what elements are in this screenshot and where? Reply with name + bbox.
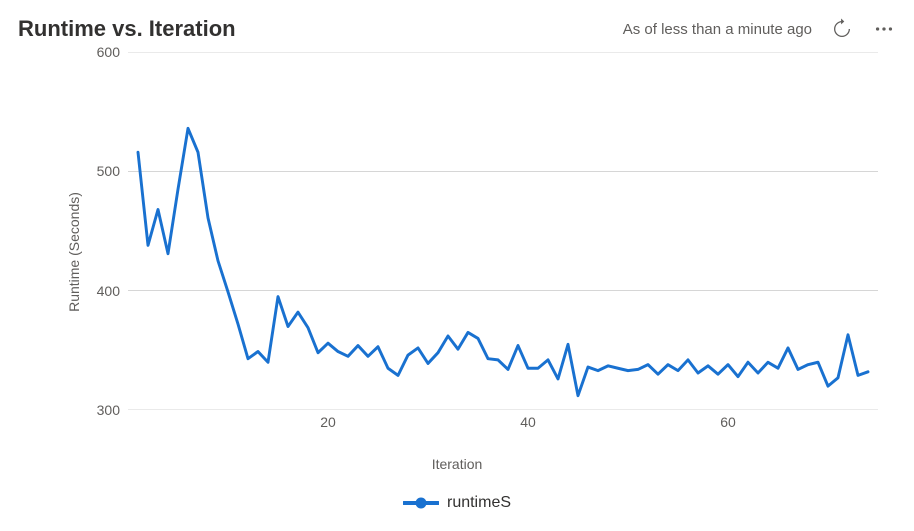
x-tick-labels: 20 40 60 (128, 414, 878, 434)
chart-widget: Runtime vs. Iteration As of less than a … (0, 0, 914, 531)
legend-marker-icon (403, 496, 439, 510)
chart-title: Runtime vs. Iteration (18, 16, 236, 42)
x-tick-label: 60 (720, 414, 736, 430)
widget-header: Runtime vs. Iteration As of less than a … (18, 16, 896, 42)
x-tick-label: 20 (320, 414, 336, 430)
legend-swatch (403, 496, 439, 510)
legend-label: runtimeS (447, 494, 511, 512)
more-icon[interactable] (872, 17, 896, 41)
chart-region: Runtime (Seconds) 300400500600 204060 (18, 52, 896, 452)
y-tick-label: 400 (80, 283, 120, 299)
header-actions: As of less than a minute ago (623, 17, 896, 41)
line-chart-svg (128, 52, 878, 410)
y-tick-label: 300 (80, 402, 120, 418)
x-tick-label: 40 (520, 414, 536, 430)
legend: runtimeS (18, 494, 896, 512)
y-tick-label: 600 (80, 44, 120, 60)
y-tick-labels: 300400500600 (80, 52, 120, 410)
y-tick-label: 500 (80, 163, 120, 179)
x-axis-title: Iteration (18, 456, 896, 472)
refresh-icon[interactable] (830, 17, 854, 41)
status-text: As of less than a minute ago (623, 21, 812, 38)
plot-area (128, 52, 878, 410)
